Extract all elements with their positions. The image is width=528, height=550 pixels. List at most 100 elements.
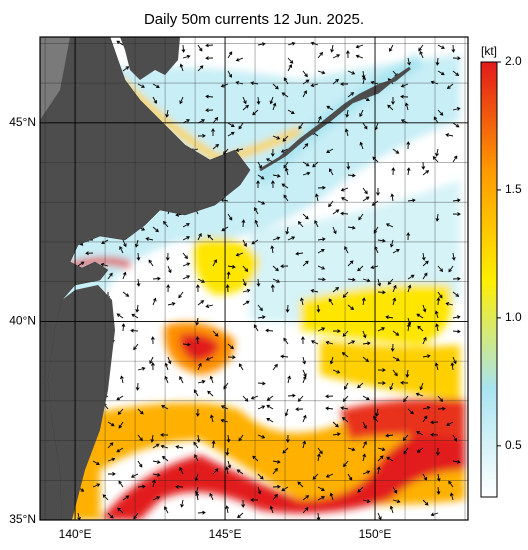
current-arrow (452, 329, 461, 334)
current-arrow (122, 66, 130, 72)
current-arrow (451, 252, 456, 261)
current-arrow (452, 70, 460, 76)
current-arrow (136, 278, 141, 287)
current-arrow (377, 368, 386, 372)
current-arrow (107, 457, 116, 462)
current-arrow (435, 323, 439, 332)
current-arrow (392, 486, 398, 494)
current-arrow (310, 83, 319, 88)
current-arrow (179, 466, 184, 475)
current-arrow (437, 265, 444, 273)
current-arrow (302, 171, 311, 176)
current-arrow (330, 44, 334, 53)
current-arrow (417, 325, 424, 332)
current-arrow (167, 356, 172, 365)
current-arrow (197, 232, 202, 241)
current-arrow (179, 63, 184, 72)
current-arrow (182, 54, 191, 59)
current-arrow (302, 70, 308, 78)
current-arrow (242, 278, 247, 287)
map-frame (39, 36, 469, 521)
current-arrow (152, 496, 161, 501)
current-arrow (326, 148, 334, 153)
current-arrow (257, 434, 266, 439)
current-arrow (421, 252, 426, 261)
current-arrow (212, 468, 219, 475)
current-arrow (452, 212, 461, 217)
current-arrow (285, 226, 290, 235)
current-arrow (332, 286, 340, 293)
current-arrow (452, 356, 457, 365)
current-arrow (182, 275, 191, 280)
current-arrow (287, 375, 292, 384)
current-arrow (119, 245, 124, 254)
current-arrow (116, 395, 124, 401)
current-arrow (436, 473, 441, 482)
y-tick-label: 40°N (9, 314, 36, 328)
current-arrow (361, 297, 366, 306)
current-arrow (134, 239, 139, 248)
current-arrow (377, 381, 386, 386)
current-arrow (405, 369, 410, 378)
current-arrow (287, 236, 296, 241)
current-arrow (452, 155, 458, 163)
current-arrow (181, 44, 186, 53)
current-arrow (287, 393, 296, 398)
current-arrow (437, 291, 443, 299)
current-arrow (272, 459, 281, 464)
current-arrow (135, 304, 140, 313)
current-arrow (400, 380, 409, 385)
current-arrow (332, 226, 337, 235)
current-arrow (422, 170, 430, 176)
current-arrow (85, 251, 94, 256)
current-arrow (212, 259, 217, 267)
current-arrow (392, 248, 400, 254)
current-arrow (340, 406, 349, 411)
current-arrow (152, 226, 159, 233)
current-arrow (227, 343, 234, 350)
current-arrow (362, 122, 368, 130)
current-arrow (118, 421, 124, 429)
current-arrow (385, 223, 394, 228)
land (40, 37, 411, 520)
current-arrow (266, 417, 274, 423)
current-arrow (377, 327, 386, 332)
current-arrow (269, 505, 274, 514)
current-arrow (197, 44, 203, 52)
x-tick-label: 150°E (359, 527, 392, 541)
current-arrow (107, 442, 114, 449)
current-arrow (272, 484, 281, 489)
current-arrow (212, 330, 219, 337)
current-arrow (317, 327, 326, 332)
current-arrow (235, 57, 244, 62)
current-arrow (152, 96, 157, 104)
current-arrow (152, 276, 161, 281)
current-arrow (407, 274, 415, 280)
current-arrow (241, 219, 246, 228)
current-arrow (332, 432, 341, 437)
current-arrow (235, 148, 244, 152)
current-arrow (418, 44, 424, 52)
current-arrow (301, 336, 305, 345)
current-arrow (287, 109, 295, 115)
current-arrow (437, 109, 444, 116)
current-arrow (446, 421, 454, 426)
current-arrow (257, 42, 266, 47)
current-arrow (135, 382, 140, 391)
current-arrow (317, 51, 323, 59)
current-arrow (242, 288, 251, 293)
current-arrow (362, 187, 368, 195)
current-arrow (452, 107, 461, 111)
current-arrow (317, 248, 325, 254)
current-arrow (345, 109, 350, 118)
current-arrow (376, 187, 380, 196)
current-arrow (197, 133, 206, 138)
current-arrow (359, 141, 364, 150)
current-arrow (197, 300, 205, 306)
current-arrow (317, 496, 325, 501)
current-arrow (257, 473, 264, 480)
current-arrow (238, 122, 244, 130)
current-arrow (452, 122, 460, 128)
current-arrow (347, 173, 356, 178)
current-arrow (272, 236, 281, 241)
